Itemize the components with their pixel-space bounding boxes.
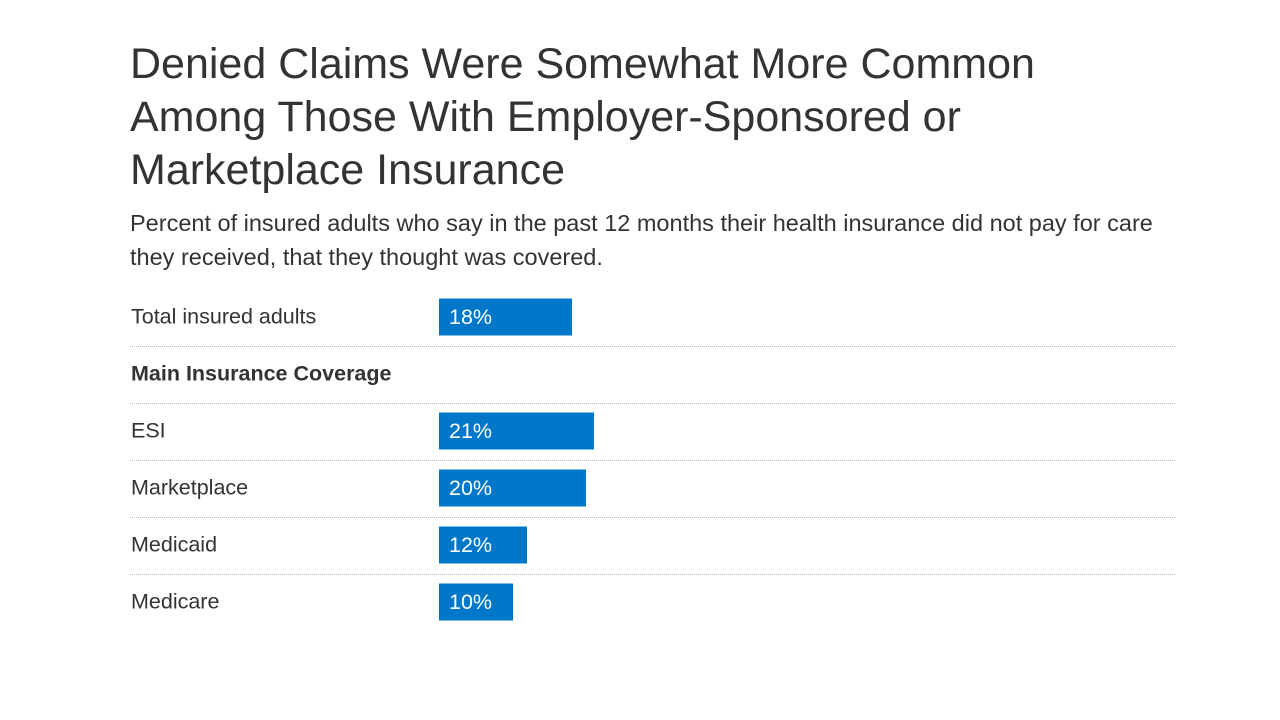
- row-label: Total insured adults: [131, 304, 317, 329]
- bar: 12%: [439, 526, 528, 564]
- bar: 18%: [439, 298, 572, 336]
- bar: 10%: [439, 583, 513, 621]
- data-label: 10%: [449, 589, 493, 614]
- bar: 20%: [439, 469, 587, 507]
- row-divider: [130, 459, 1175, 461]
- data-label: 18%: [449, 304, 493, 329]
- chart-title: Denied Claims Were Somewhat More Common …: [130, 40, 1035, 194]
- data-label: 12%: [449, 532, 493, 557]
- row-divider: [130, 402, 1175, 404]
- row-label: Medicare: [131, 589, 220, 614]
- data-label: 21%: [449, 418, 493, 443]
- row-divider: [130, 573, 1175, 575]
- row-divider: [130, 516, 1175, 518]
- bar: 21%: [439, 412, 594, 450]
- data-label: 20%: [449, 475, 493, 500]
- row-label: ESI: [131, 418, 166, 443]
- row-divider: [130, 345, 1175, 347]
- row-label: Medicaid: [131, 532, 218, 557]
- section-header: Main Insurance Coverage: [131, 361, 392, 386]
- row-label: Marketplace: [131, 475, 249, 500]
- chart-subtitle: Percent of insured adults who say in the…: [130, 210, 1153, 270]
